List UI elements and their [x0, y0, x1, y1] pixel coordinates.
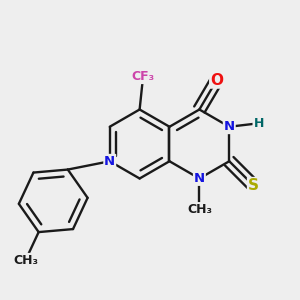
Text: H: H [254, 117, 264, 130]
Text: N: N [224, 120, 235, 133]
Text: S: S [248, 178, 259, 193]
Text: N: N [194, 203, 204, 216]
Text: O: O [210, 73, 223, 88]
Text: CH₃: CH₃ [187, 203, 212, 216]
Text: N: N [194, 172, 205, 185]
Text: N: N [104, 155, 115, 168]
Text: N: N [195, 205, 204, 214]
Text: CH₃: CH₃ [13, 254, 38, 267]
Text: CF₃: CF₃ [131, 70, 154, 83]
